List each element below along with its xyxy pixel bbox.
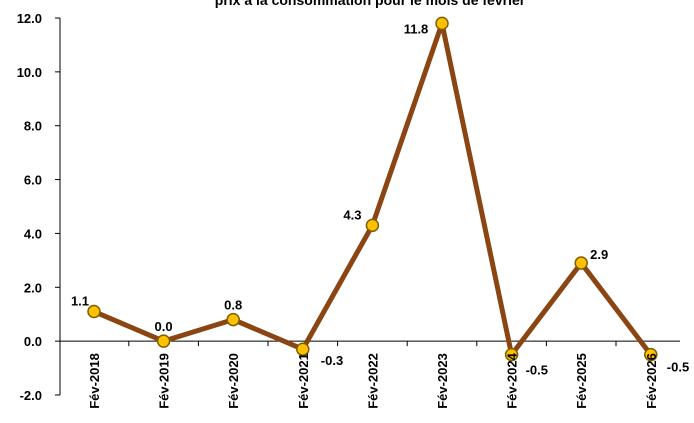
- data-point: [87, 304, 101, 319]
- data-labels: 1.1 0.0 0.8 -0.3 4.3 11.8 -0.5 2.9 -0.5: [71, 21, 689, 377]
- data-point: [574, 256, 588, 270]
- x-tick-label: Fév-2025: [574, 353, 589, 409]
- data-point: [644, 347, 658, 362]
- data-point: [226, 312, 240, 327]
- data-label: -0.5: [526, 363, 548, 378]
- data-point: [296, 342, 310, 356]
- y-tick-label: -2.0: [20, 388, 42, 403]
- data-label: -0.5: [667, 360, 689, 375]
- chart-title: prix à la consommation pour le mois de f…: [215, 0, 526, 8]
- y-tick-label: 12.0: [17, 11, 42, 26]
- data-label: 1.1: [71, 294, 89, 309]
- y-tick-label: 8.0: [24, 119, 42, 134]
- x-tick-label: Fév-2026: [644, 353, 659, 409]
- series-line: [91, 20, 654, 358]
- data-point: [435, 16, 449, 31]
- y-tick-label: 10.0: [17, 65, 42, 80]
- data-markers: [87, 16, 658, 362]
- x-tick-label: Fév-2021: [296, 353, 311, 409]
- y-tick-label: 6.0: [24, 173, 42, 188]
- x-tick-label: Fév-2022: [365, 353, 380, 409]
- data-label: 0.8: [224, 298, 242, 313]
- y-tick-label: 4.0: [24, 226, 42, 241]
- axes: -2.0 0.0 2.0 4.0 6.0 8.0 10.0 12.0: [17, 11, 680, 403]
- x-tick-label: Fév-2023: [435, 353, 450, 409]
- data-point: [156, 334, 171, 348]
- data-label: 2.9: [590, 247, 608, 262]
- data-label: 11.8: [404, 21, 429, 36]
- data-point: [504, 347, 519, 362]
- series-polyline: [91, 20, 654, 358]
- x-tick-label: Fév-2019: [157, 353, 172, 409]
- data-label: 4.3: [343, 207, 361, 222]
- y-tick-label: 0.0: [24, 334, 42, 349]
- x-tick-labels: Fév-2018 Fév-2019 Fév-2020 Fév-2021 Fév-2022…: [87, 352, 659, 408]
- x-tick-label: Fév-2020: [226, 353, 241, 409]
- data-label: -0.3: [321, 353, 343, 368]
- data-label: 0.0: [155, 319, 173, 334]
- data-point: [365, 218, 380, 233]
- x-tick-label: Fév-2018: [87, 353, 102, 409]
- y-tick-label: 2.0: [24, 280, 42, 295]
- x-tick-label: Fév-2024: [505, 352, 520, 408]
